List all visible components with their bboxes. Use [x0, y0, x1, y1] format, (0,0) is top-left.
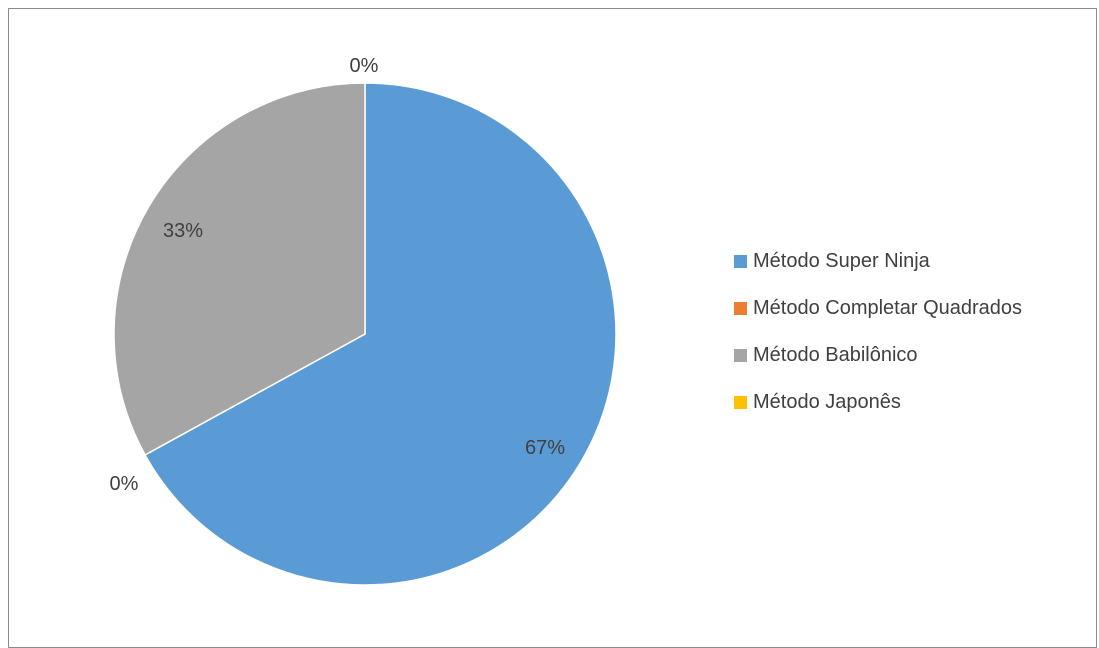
legend-label: Método Babilônico: [753, 343, 918, 366]
data-label-4: 0%: [350, 55, 379, 77]
legend-label: Método Completar Quadrados: [753, 296, 1023, 319]
legend-swatch: [734, 395, 747, 409]
pie-slice-1: [144, 82, 617, 586]
legend-swatch: [734, 301, 747, 315]
pie-data-labels: 67% 0% 33% 0%: [110, 55, 566, 495]
data-label-3: 33%: [163, 220, 203, 242]
legend-swatch: [734, 254, 747, 268]
legend-item-completar-quadrados: Método Completar Quadrados: [734, 295, 1094, 321]
data-label-1: 67%: [525, 437, 565, 459]
legend-item-super-ninja: Método Super Ninja: [734, 248, 1094, 274]
pie-slice-3: [113, 82, 366, 456]
legend-swatch: [734, 348, 747, 362]
legend: Método Super Ninja Método Completar Quad…: [734, 248, 1094, 436]
pie-slices: [113, 82, 617, 586]
legend-item-babilonico: Método Babilônico: [734, 342, 1094, 368]
legend-item-japones: Método Japonês: [734, 389, 1094, 415]
data-label-2: 0%: [110, 473, 139, 495]
legend-label: Método Super Ninja: [753, 249, 930, 272]
legend-label: Método Japonês: [753, 390, 901, 413]
